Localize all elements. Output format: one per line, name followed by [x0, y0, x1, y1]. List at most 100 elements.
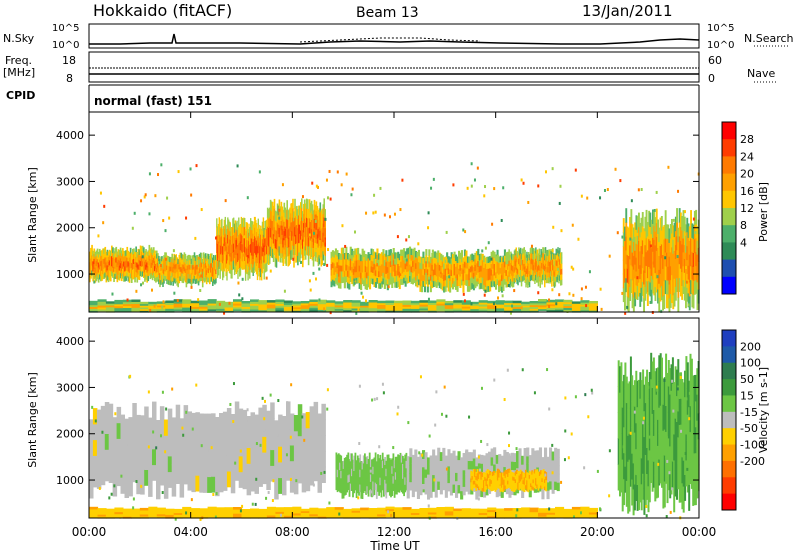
velocity-cell	[222, 427, 228, 444]
power-cell	[402, 308, 412, 311]
velocity-cell	[351, 460, 353, 469]
power-cell	[271, 238, 274, 249]
power-cell	[291, 240, 293, 250]
power-cell	[669, 251, 672, 267]
power-cell	[158, 269, 160, 275]
power-cell	[257, 235, 259, 245]
power-cell	[534, 256, 536, 263]
power-cell	[137, 274, 140, 280]
velocity-cell	[343, 480, 346, 489]
velocity-cell	[364, 460, 366, 469]
power-cell	[213, 259, 215, 265]
velocity-cell	[632, 436, 635, 464]
velocity-cell	[508, 472, 511, 477]
power-cell	[323, 207, 325, 218]
power-scatter	[318, 267, 321, 271]
power-cell	[648, 238, 651, 254]
velocity-cell	[521, 464, 525, 473]
velocity-cell	[546, 456, 550, 466]
power-cell	[281, 252, 284, 263]
velocity-cell	[636, 432, 639, 460]
power-cell	[173, 258, 175, 264]
power-cell	[140, 256, 143, 262]
power-scatter	[551, 249, 554, 253]
velocity-cell	[460, 457, 464, 467]
power-cell	[189, 278, 192, 284]
velocity-cell	[655, 471, 658, 499]
velocity-cell	[541, 474, 544, 479]
power-cell	[668, 297, 671, 313]
power-cell	[232, 226, 234, 236]
power-cell	[459, 252, 462, 260]
power-cell	[334, 271, 337, 278]
velocity-cell	[639, 398, 642, 425]
velocity-cell	[647, 407, 650, 435]
power-cell	[426, 280, 429, 287]
power-cell	[139, 305, 149, 308]
power-cell	[521, 303, 531, 306]
power-cell	[455, 266, 458, 273]
power-cell	[109, 275, 112, 282]
power-cell	[311, 222, 314, 233]
velocity-cell	[383, 466, 385, 475]
power-cell	[280, 220, 283, 231]
power-cell	[529, 301, 539, 304]
power-cell	[526, 268, 528, 274]
power-cell	[151, 274, 154, 281]
velocity-cell	[282, 416, 287, 433]
velocity-cell	[140, 478, 145, 495]
power-cell	[434, 268, 437, 276]
power-cell	[321, 227, 324, 238]
power-scatter	[387, 285, 390, 289]
power-cell	[368, 300, 378, 303]
velocity-cell	[434, 472, 438, 481]
power-cell	[115, 266, 118, 273]
velocity-cell	[367, 459, 370, 467]
velocity-cell	[530, 482, 532, 488]
velocity-cell	[657, 419, 659, 446]
power-cell	[209, 269, 211, 275]
power-cell	[96, 248, 99, 255]
velocity-cell	[286, 464, 291, 481]
power-cell	[98, 248, 101, 255]
power-cell	[266, 304, 276, 307]
power-cell	[301, 226, 303, 237]
power-cell	[452, 283, 455, 290]
power-cell	[130, 277, 133, 283]
velocity-cell	[148, 449, 153, 466]
velocity-cell	[629, 460, 632, 487]
velocity-cell	[203, 413, 208, 430]
velocity-cell	[623, 478, 626, 506]
power-cell	[532, 275, 534, 282]
power-cell	[483, 255, 486, 263]
power-cell	[484, 257, 487, 264]
power-cell	[100, 250, 102, 257]
power-cell	[339, 276, 342, 283]
velocity-cell	[490, 465, 494, 475]
velocity-cell	[427, 474, 431, 483]
power-cell	[631, 293, 634, 309]
power-cell	[503, 260, 506, 268]
power-cell	[340, 259, 343, 266]
power-cell	[539, 260, 541, 267]
power-scatter	[417, 242, 420, 246]
power-cell	[509, 281, 511, 288]
power-cell	[270, 220, 273, 230]
power-cell	[239, 233, 241, 243]
power-cell	[318, 236, 321, 246]
power-cell	[513, 255, 516, 262]
velocity-cell	[481, 480, 484, 485]
velocity-cell	[405, 452, 408, 461]
power-cell	[216, 300, 226, 304]
power-cell	[117, 264, 120, 270]
power-cell	[360, 260, 363, 267]
power-cell	[674, 230, 677, 246]
power-cell	[379, 282, 382, 289]
velocity-cell	[631, 453, 634, 480]
power-cell	[224, 216, 226, 226]
power-cell	[668, 270, 671, 285]
velocity-cell	[556, 473, 560, 483]
power-cell	[351, 304, 361, 307]
power-cell	[299, 251, 301, 262]
velocity-cell	[670, 364, 673, 391]
